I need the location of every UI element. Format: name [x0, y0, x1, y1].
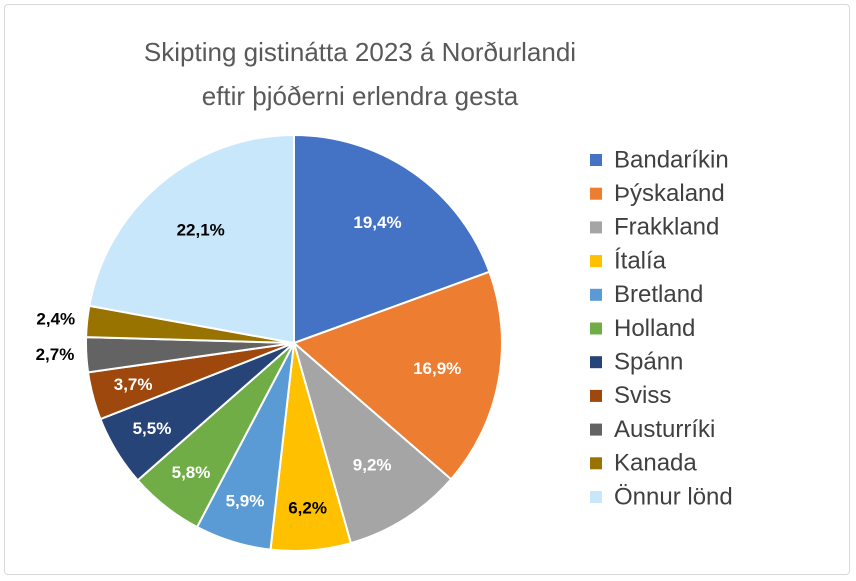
legend-label: Austurríki: [614, 416, 715, 443]
legend-swatch: [590, 389, 602, 402]
data-label: 5,9%: [226, 491, 265, 510]
data-label: 2,7%: [36, 345, 75, 364]
data-label: 9,2%: [353, 455, 392, 474]
legend-swatch: [590, 187, 602, 200]
legend-swatch: [590, 423, 602, 436]
chart-title: Skipting gistinátta 2023 á Norðurlandi e…: [143, 37, 577, 111]
pie-slice: [88, 133, 295, 345]
data-label: 16,9%: [413, 359, 461, 378]
legend-label: Önnur lönd: [614, 483, 733, 510]
legend-swatch: [590, 356, 602, 369]
legend-label: Kanada: [614, 450, 697, 477]
legend-label: Ítalía: [614, 247, 667, 274]
legend-label: Spánn: [614, 349, 683, 376]
legend-label: Bandaríkin: [614, 146, 729, 173]
legend-swatch: [590, 255, 602, 268]
legend-swatch: [590, 154, 602, 166]
legend-label: Frakkland: [614, 214, 719, 241]
legend-swatch: [590, 221, 602, 234]
pie-slice: [292, 270, 503, 481]
legend-label: Bretland: [614, 281, 703, 308]
data-label: 3,7%: [114, 375, 153, 394]
legend-swatch: [590, 457, 602, 470]
legend-label: Holland: [614, 315, 695, 342]
data-label: 5,5%: [133, 419, 172, 438]
data-label: 5,8%: [172, 463, 211, 482]
pie-slice: [293, 133, 491, 345]
legend-swatch: [590, 288, 602, 301]
legend-label: Þýskaland: [614, 180, 725, 207]
data-label: 2,4%: [36, 310, 75, 329]
legend-label: Sviss: [614, 382, 671, 409]
pie-slice: [292, 340, 453, 545]
data-label: 22,1%: [177, 221, 225, 240]
legend-swatch: [590, 491, 602, 503]
data-label: 6,2%: [288, 498, 327, 517]
data-label: 19,4%: [353, 213, 401, 232]
legend-swatch: [590, 322, 602, 335]
chart-frame: [4, 4, 850, 575]
